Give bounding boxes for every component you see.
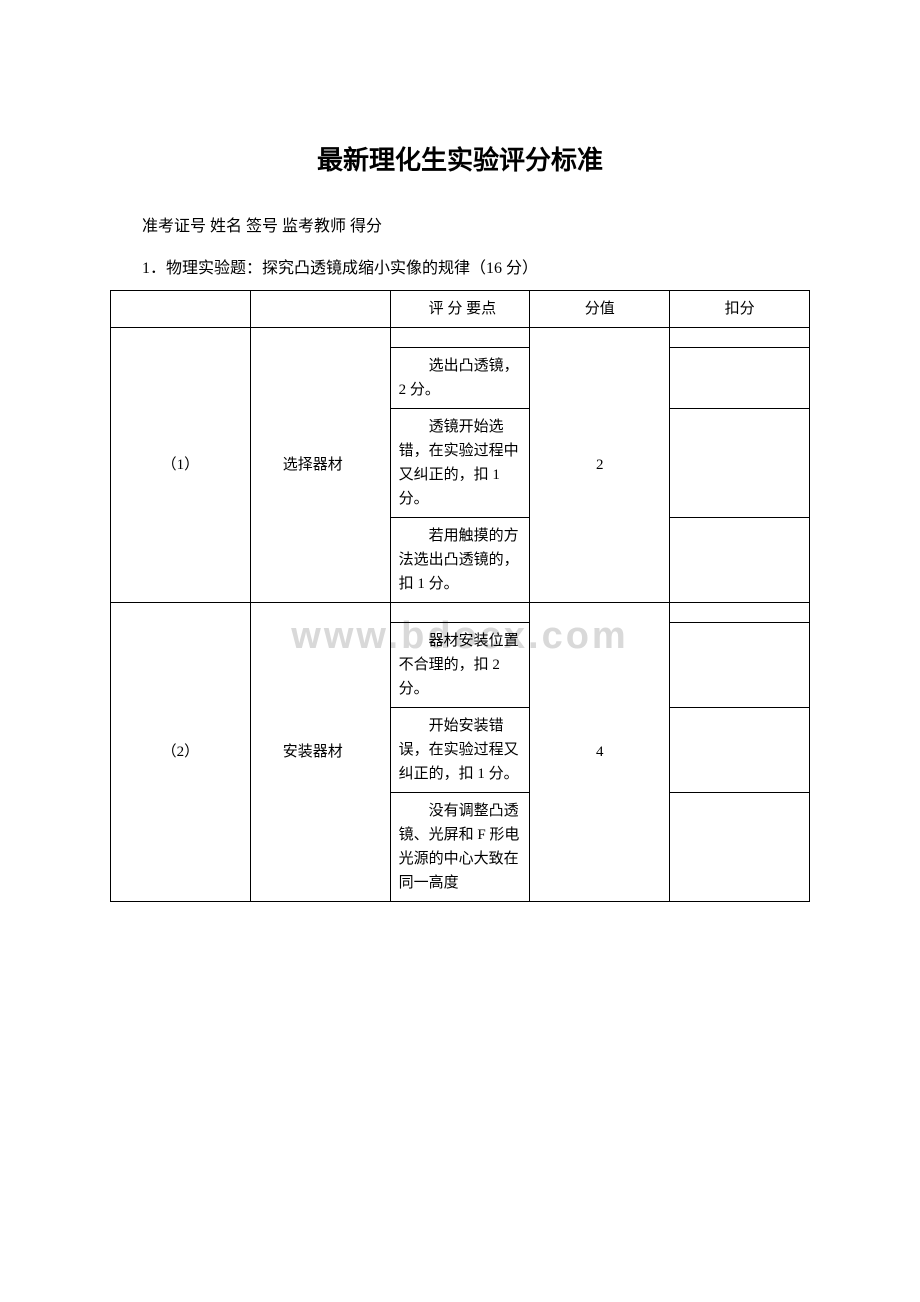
group1-criteria3: 若用触摸的方法选出凸透镜的，扣 1 分。 bbox=[390, 518, 530, 603]
group1-deduct2 bbox=[670, 409, 810, 518]
page-title: 最新理化生实验评分标准 bbox=[110, 140, 810, 177]
group1-spacer bbox=[390, 328, 530, 348]
group2-deduct1 bbox=[670, 623, 810, 708]
group1-score: 2 bbox=[530, 328, 670, 603]
scoring-table: 评 分 要点 分值 扣分 （1） 选择器材 2 选出凸透镜，2 分。 透镜开始选… bbox=[110, 290, 810, 902]
group1-label: 选择器材 bbox=[250, 328, 390, 603]
group2-criteria1: 器材安装位置不合理的，扣 2分。 bbox=[390, 623, 530, 708]
table-row: （1） 选择器材 2 bbox=[111, 328, 810, 348]
document-content: 最新理化生实验评分标准 准考证号 姓名 签号 监考教师 得分 1．物理实验题：探… bbox=[110, 140, 810, 902]
group1-deduct1 bbox=[670, 348, 810, 409]
header-col2 bbox=[250, 291, 390, 328]
group2-criteria2: 开始安装错误，在实验过程又纠正的，扣 1 分。 bbox=[390, 708, 530, 793]
group2-deduct3 bbox=[670, 793, 810, 902]
group1-criteria2: 透镜开始选错，在实验过程中又纠正的，扣 1 分。 bbox=[390, 409, 530, 518]
group2-deduct-spacer bbox=[670, 603, 810, 623]
group2-deduct2 bbox=[670, 708, 810, 793]
group2-spacer bbox=[390, 603, 530, 623]
group2-score: 4 bbox=[530, 603, 670, 902]
table-header-row: 评 分 要点 分值 扣分 bbox=[111, 291, 810, 328]
subtitle: 1．物理实验题：探究凸透镜成缩小实像的规律（16 分） bbox=[110, 254, 810, 278]
table-row: （2） 安装器材 4 bbox=[111, 603, 810, 623]
group1-deduct-spacer bbox=[670, 328, 810, 348]
group2-num: （2） bbox=[111, 603, 251, 902]
group1-deduct3 bbox=[670, 518, 810, 603]
group1-num: （1） bbox=[111, 328, 251, 603]
header-col4: 分值 bbox=[530, 291, 670, 328]
group1-criteria1: 选出凸透镜，2 分。 bbox=[390, 348, 530, 409]
group2-criteria3: 没有调整凸透镜、光屏和 F 形电光源的中心大致在同一高度 bbox=[390, 793, 530, 902]
group2-label: 安装器材 bbox=[250, 603, 390, 902]
info-line: 准考证号 姓名 签号 监考教师 得分 bbox=[110, 212, 810, 236]
header-col5: 扣分 bbox=[670, 291, 810, 328]
header-col3: 评 分 要点 bbox=[390, 291, 530, 328]
header-col1 bbox=[111, 291, 251, 328]
